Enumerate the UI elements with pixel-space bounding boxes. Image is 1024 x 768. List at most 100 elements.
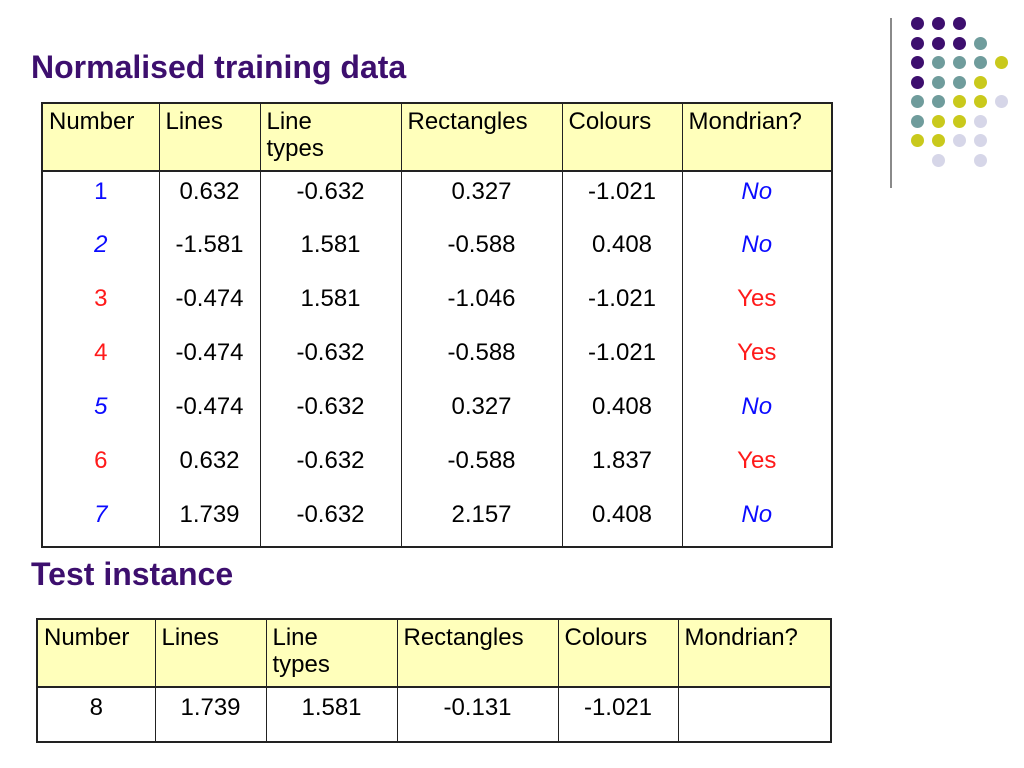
cell-number: 2: [94, 231, 108, 258]
cell-colours: 1.837: [561, 441, 682, 495]
cell-lines: -0.474: [158, 279, 260, 333]
table-header-row: Number Lines Line types Rectangles Colou…: [42, 103, 832, 172]
decorative-dot: [953, 36, 966, 50]
decorative-dot: [911, 17, 924, 30]
table-row: 3 -0.474 1.581 -1.046 -1.021 Yes: [42, 279, 832, 333]
decorative-dot: [953, 95, 966, 108]
decorative-dot: [932, 153, 945, 167]
decorative-dot: [932, 95, 945, 108]
decorative-dot: [953, 56, 966, 69]
header-number: Number: [37, 619, 155, 688]
decorative-dot: [953, 75, 966, 89]
table-row: 2 -1.581 1.581 -0.588 0.408 No: [42, 225, 832, 279]
cell-colours: -1.021: [561, 333, 682, 387]
cell-rectangles: -0.588: [400, 441, 562, 495]
decorative-dot: [911, 95, 924, 108]
decorative-dot: [974, 134, 987, 147]
header-mondrian: Mondrian?: [677, 619, 831, 688]
cell-rectangles: -0.131: [396, 687, 558, 742]
cell-line-types: -0.632: [259, 441, 401, 495]
decorative-dot: [911, 36, 924, 50]
decorative-dot: [932, 56, 945, 69]
decorative-dot: [932, 75, 945, 89]
cell-mondrian: Yes: [681, 279, 832, 333]
cell-colours: -1.021: [561, 171, 682, 225]
cell-colours: -1.021: [557, 687, 678, 742]
decorative-dot: [932, 36, 945, 50]
header-lines: Lines: [154, 619, 266, 688]
cell-line-types: -0.632: [259, 495, 401, 547]
cell-mondrian: No: [681, 387, 832, 441]
cell-line-types: 1.581: [259, 279, 401, 333]
decorative-dot: [911, 134, 924, 147]
cell-mondrian: No: [681, 171, 832, 225]
test-instance-table: Number Lines Line types Rectangles Colou…: [36, 618, 832, 743]
header-rectangles: Rectangles: [396, 619, 558, 688]
table-row: 7 1.739 -0.632 2.157 0.408 No: [42, 495, 832, 547]
decorative-dot: [974, 153, 987, 167]
cell-number: 6: [94, 447, 108, 474]
cell-mondrian: [677, 687, 831, 742]
cell-mondrian: No: [681, 495, 832, 547]
decorative-dot: [911, 56, 924, 69]
decorative-dot: [953, 114, 966, 128]
cell-number: 8: [89, 694, 103, 721]
table-row: 4 -0.474 -0.632 -0.588 -1.021 Yes: [42, 333, 832, 387]
decorative-dot: [953, 134, 966, 147]
decorative-dot: [974, 95, 987, 108]
cell-line-types: -0.632: [259, 333, 401, 387]
cell-colours: 0.408: [561, 225, 682, 279]
header-rectangles: Rectangles: [400, 103, 562, 172]
header-line-types: Line types: [265, 619, 397, 688]
decorative-divider-line: [890, 18, 892, 188]
cell-lines: 1.739: [154, 687, 266, 742]
cell-mondrian: Yes: [681, 333, 832, 387]
decorative-dot: [932, 17, 945, 30]
decorative-dot: [911, 114, 924, 128]
decorative-dot: [953, 17, 966, 30]
decorative-dot: [932, 134, 945, 147]
decorative-dot: [995, 95, 1008, 108]
table-row: 6 0.632 -0.632 -0.588 1.837 Yes: [42, 441, 832, 495]
table-row: 1 0.632 -0.632 0.327 -1.021 No: [42, 171, 832, 225]
cell-rectangles: 0.327: [400, 171, 562, 225]
cell-rectangles: -1.046: [400, 279, 562, 333]
decorative-dot: [974, 75, 987, 89]
test-instance-title: Test instance: [31, 556, 234, 592]
cell-colours: 0.408: [561, 495, 682, 547]
cell-number: 3: [94, 285, 108, 312]
cell-line-types: -0.632: [259, 171, 401, 225]
cell-lines: 0.632: [158, 441, 260, 495]
cell-number: 5: [94, 393, 108, 420]
header-colours: Colours: [557, 619, 678, 688]
cell-rectangles: 2.157: [400, 495, 562, 547]
header-number: Number: [42, 103, 159, 172]
header-colours: Colours: [561, 103, 682, 172]
cell-line-types: -0.632: [259, 387, 401, 441]
cell-lines: 1.739: [158, 495, 260, 547]
cell-lines: -0.474: [158, 333, 260, 387]
decorative-dot: [995, 56, 1008, 69]
cell-rectangles: 0.327: [400, 387, 562, 441]
cell-number: 4: [94, 339, 108, 366]
page-title: Normalised training data: [31, 49, 407, 85]
cell-mondrian: No: [681, 225, 832, 279]
cell-number: 7: [94, 501, 108, 528]
table-row: 5 -0.474 -0.632 0.327 0.408 No: [42, 387, 832, 441]
decorative-dot: [932, 114, 945, 128]
decorative-dot: [911, 75, 924, 89]
cell-rectangles: -0.588: [400, 225, 562, 279]
decorative-dot: [974, 114, 987, 128]
cell-lines: -0.474: [158, 387, 260, 441]
cell-colours: 0.408: [561, 387, 682, 441]
table-row: 8 1.739 1.581 -0.131 -1.021: [37, 687, 831, 742]
cell-lines: -1.581: [158, 225, 260, 279]
cell-line-types: 1.581: [265, 687, 397, 742]
header-lines: Lines: [158, 103, 260, 172]
cell-colours: -1.021: [561, 279, 682, 333]
cell-lines: 0.632: [158, 171, 260, 225]
table-header-row: Number Lines Line types Rectangles Colou…: [37, 619, 831, 688]
cell-mondrian: Yes: [681, 441, 832, 495]
training-data-table: Number Lines Line types Rectangles Colou…: [41, 102, 833, 548]
decorative-dot: [974, 36, 987, 50]
